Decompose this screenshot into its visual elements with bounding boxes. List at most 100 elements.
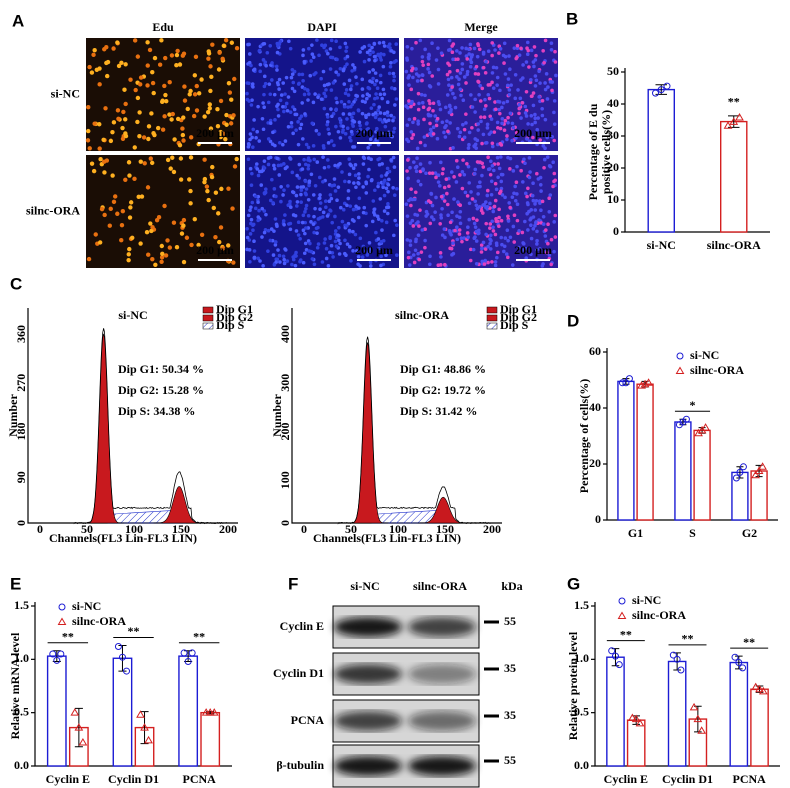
cell bbox=[525, 137, 529, 141]
cell bbox=[377, 105, 382, 109]
panel-label: F bbox=[288, 574, 298, 593]
cell bbox=[478, 160, 482, 164]
cell bbox=[330, 114, 334, 119]
cell bbox=[256, 218, 260, 223]
cell bbox=[510, 121, 515, 126]
cell bbox=[414, 40, 418, 45]
x-tick-label: 100 bbox=[389, 522, 407, 536]
cell bbox=[459, 93, 463, 98]
legend-label: Dip G1 bbox=[216, 302, 253, 316]
cell bbox=[491, 209, 496, 214]
cell bbox=[493, 263, 498, 268]
cell bbox=[461, 122, 465, 127]
cell bbox=[458, 71, 463, 75]
cell bbox=[174, 245, 180, 250]
cell bbox=[160, 251, 165, 256]
cell bbox=[521, 180, 525, 184]
cell bbox=[265, 50, 270, 55]
data-point bbox=[49, 650, 57, 658]
cell bbox=[460, 186, 465, 191]
cell bbox=[279, 93, 284, 97]
cell bbox=[231, 260, 236, 265]
cell bbox=[485, 188, 490, 193]
cell bbox=[441, 167, 445, 171]
cell bbox=[286, 95, 291, 99]
legend-label: silnc-ORA bbox=[72, 614, 126, 628]
cell bbox=[373, 71, 378, 75]
cell bbox=[360, 87, 365, 91]
cell bbox=[303, 179, 308, 184]
data-point bbox=[118, 653, 126, 661]
cell bbox=[553, 49, 557, 54]
cell bbox=[175, 48, 180, 54]
cell bbox=[505, 83, 510, 88]
cell bbox=[404, 69, 409, 74]
cell bbox=[367, 43, 372, 48]
cell bbox=[310, 257, 315, 261]
cell bbox=[473, 167, 478, 172]
cell bbox=[534, 78, 539, 83]
cell bbox=[466, 235, 470, 240]
cell bbox=[127, 173, 132, 178]
cell bbox=[515, 218, 520, 223]
annotation: * bbox=[690, 398, 696, 412]
cell bbox=[252, 239, 256, 243]
cell bbox=[304, 142, 309, 147]
x-tick-label: 200 bbox=[219, 522, 237, 536]
cell bbox=[488, 222, 493, 226]
cell bbox=[503, 72, 508, 76]
cell bbox=[490, 163, 495, 168]
cell bbox=[446, 77, 451, 82]
cell bbox=[529, 208, 534, 212]
cell bbox=[234, 156, 239, 162]
cell bbox=[377, 41, 382, 45]
bar bbox=[636, 383, 654, 521]
cell bbox=[515, 192, 519, 196]
cell bbox=[373, 58, 377, 63]
cell bbox=[392, 78, 396, 83]
cell bbox=[433, 210, 437, 214]
cell bbox=[475, 138, 480, 143]
cell bbox=[410, 68, 414, 73]
cell bbox=[293, 112, 298, 117]
cell bbox=[497, 224, 501, 229]
cell bbox=[349, 129, 354, 134]
annotation: ** bbox=[620, 627, 632, 641]
cell bbox=[484, 232, 488, 237]
cell bbox=[481, 132, 486, 137]
cell bbox=[97, 66, 102, 71]
cell bbox=[354, 75, 358, 79]
y-tick-label: 0.5 bbox=[14, 704, 29, 718]
cell bbox=[181, 223, 186, 228]
cell bbox=[434, 123, 439, 128]
cell bbox=[457, 228, 462, 232]
cell bbox=[288, 110, 293, 114]
data-point bbox=[637, 381, 646, 389]
cell bbox=[333, 229, 338, 233]
cell bbox=[220, 56, 225, 62]
cell bbox=[492, 204, 497, 209]
cell bbox=[319, 76, 323, 81]
cell bbox=[366, 127, 371, 131]
cell bbox=[342, 104, 347, 109]
cell bbox=[328, 67, 333, 71]
cell bbox=[457, 77, 461, 82]
cell bbox=[187, 92, 192, 97]
cell bbox=[326, 141, 331, 145]
cell bbox=[294, 193, 299, 198]
cell bbox=[375, 214, 380, 219]
cell bbox=[379, 263, 383, 268]
cell bbox=[382, 193, 387, 198]
cell bbox=[517, 103, 522, 107]
cell bbox=[145, 83, 150, 88]
cell bbox=[376, 184, 380, 189]
cell bbox=[311, 193, 316, 197]
cell bbox=[332, 143, 336, 148]
data-point bbox=[136, 710, 145, 718]
cell bbox=[170, 111, 175, 117]
y-tick-label: 40 bbox=[607, 96, 619, 110]
cell bbox=[405, 214, 410, 218]
cell bbox=[410, 197, 415, 202]
cell bbox=[529, 252, 533, 257]
cell bbox=[340, 170, 344, 174]
